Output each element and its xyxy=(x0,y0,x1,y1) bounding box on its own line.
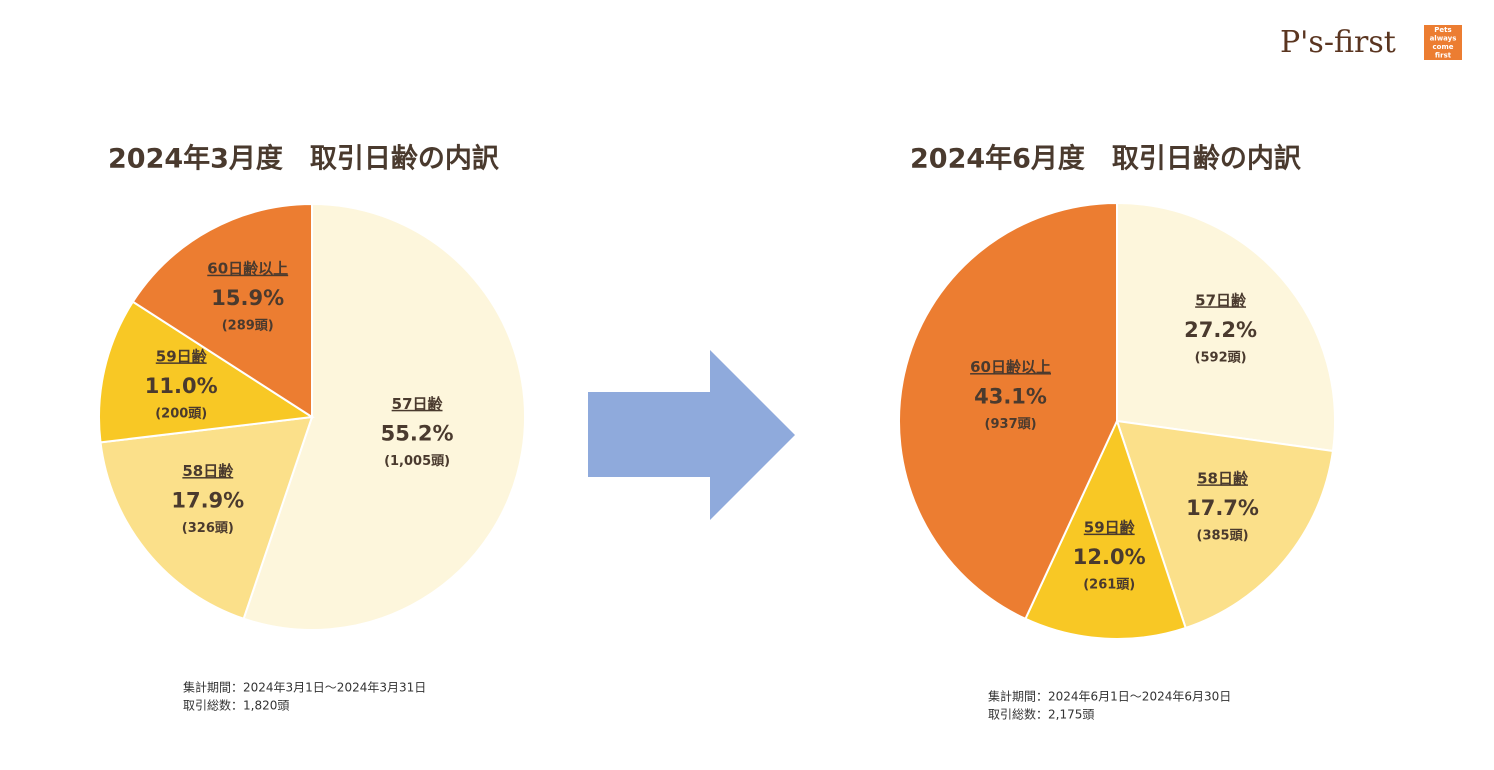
arrow xyxy=(588,350,795,520)
slice-value-label: 17.7% xyxy=(1186,496,1259,520)
pie-slice xyxy=(1024,418,1187,640)
slice-category: 57日齢 xyxy=(392,395,444,413)
footnote: 集計期間：2024年3月1日〜2024年3月31日 xyxy=(183,680,426,695)
slice-category: 59日齢 xyxy=(156,347,208,365)
logo-name: P's-first xyxy=(1280,25,1396,60)
slice-category: 58日齢 xyxy=(182,462,234,480)
slice-value-label: 27.2% xyxy=(1184,318,1257,342)
pie-slice xyxy=(1115,419,1335,630)
footnote: 取引総数：1,820頭 xyxy=(183,698,289,713)
pie-slice xyxy=(1116,201,1336,453)
logo-tagline: always xyxy=(1430,35,1457,43)
slice-count-label: (1,005頭) xyxy=(384,454,450,469)
logo-tagline: come xyxy=(1433,43,1454,51)
slice-value-label: 43.1% xyxy=(974,385,1047,409)
slice-value-label: 17.9% xyxy=(171,489,244,513)
pie-slice xyxy=(242,202,526,631)
slice-count-label: (200頭) xyxy=(155,406,207,421)
slice-count-label: (937頭) xyxy=(985,417,1037,432)
slice-value-label: 11.0% xyxy=(145,374,218,398)
pie-slice xyxy=(131,202,313,419)
footnote: 取引総数：2,175頭 xyxy=(988,707,1094,722)
slice-count-label: (592頭) xyxy=(1195,350,1247,365)
slice-count-label: (326頭) xyxy=(182,521,234,536)
slice-category: 59日齢 xyxy=(1084,519,1136,537)
pie-slice xyxy=(99,415,314,621)
logo-tagline: first xyxy=(1435,52,1452,60)
footnote: 集計期間：2024年6月1日〜2024年6月30日 xyxy=(988,689,1231,704)
slice-category: 60日齢以上 xyxy=(207,260,288,278)
slice-category: 60日齢以上 xyxy=(970,358,1051,376)
slice-count-label: (289頭) xyxy=(222,319,274,334)
slice-value-label: 15.9% xyxy=(211,286,284,310)
logo-tagline: Pets xyxy=(1434,26,1451,34)
slice-category: 57日齢 xyxy=(1195,291,1247,309)
chart-title: 2024年3月度 取引日齢の内訳 xyxy=(108,143,500,175)
logo-badge xyxy=(1424,25,1462,60)
pie-slice xyxy=(898,201,1118,621)
slice-count-label: (385頭) xyxy=(1197,528,1249,543)
slice-value-label: 55.2% xyxy=(381,421,454,445)
chart-title: 2024年6月度 取引日齢の内訳 xyxy=(910,143,1302,175)
pie-slice xyxy=(98,300,315,444)
slice-category: 58日齢 xyxy=(1197,469,1249,487)
slice-count-label: (261頭) xyxy=(1083,578,1135,593)
slice-value-label: 12.0% xyxy=(1073,545,1146,569)
